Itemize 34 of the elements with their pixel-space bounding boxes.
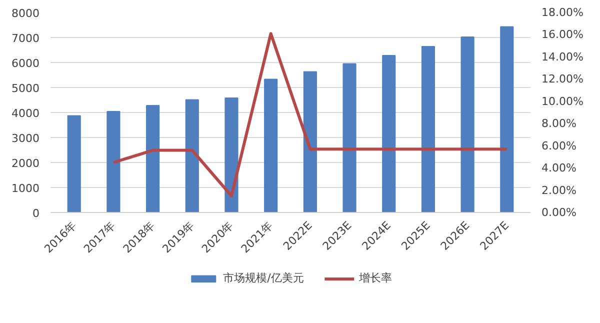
y-tick-label: 3000 bbox=[12, 132, 40, 145]
bar bbox=[303, 71, 317, 212]
legend-label: 市场规模/亿美元 bbox=[223, 270, 304, 286]
y2-tick-label: 18.00% bbox=[542, 6, 584, 19]
line-series bbox=[112, 32, 508, 198]
y2-tick-label: 0.00% bbox=[542, 206, 576, 219]
y-tick-label: 7000 bbox=[12, 32, 40, 45]
y-tick-label: 4000 bbox=[12, 107, 40, 120]
legend-label: 增长率 bbox=[358, 270, 392, 286]
y-tick-label: 2000 bbox=[12, 157, 40, 170]
y-tick-label: 1000 bbox=[12, 182, 40, 195]
bar bbox=[146, 105, 160, 212]
y2-tick-label: 16.00% bbox=[542, 28, 584, 42]
bar bbox=[421, 46, 435, 212]
y2-tick-label: 10.00% bbox=[542, 94, 584, 108]
bar bbox=[460, 36, 474, 212]
y2-tick-label: 6.00% bbox=[542, 139, 576, 152]
bar bbox=[185, 99, 199, 212]
y-tick-label: 0 bbox=[32, 207, 40, 220]
y2-tick-label: 14.00% bbox=[542, 50, 584, 64]
y-tick-label: 8000 bbox=[12, 7, 40, 20]
bar bbox=[342, 63, 356, 212]
bar bbox=[382, 55, 396, 212]
y-tick-label: 5000 bbox=[12, 82, 40, 95]
bar bbox=[264, 78, 278, 212]
y2-tick-label: 2.00% bbox=[542, 184, 576, 197]
y-tick-label: 6000 bbox=[12, 57, 40, 70]
bar bbox=[106, 111, 120, 212]
bar bbox=[500, 26, 514, 212]
y2-tick-label: 8.00% bbox=[542, 117, 576, 130]
bar bbox=[67, 115, 81, 212]
bar bbox=[224, 98, 238, 212]
y2-tick-label: 4.00% bbox=[542, 162, 576, 175]
y2-tick-label: 12.00% bbox=[542, 72, 584, 86]
